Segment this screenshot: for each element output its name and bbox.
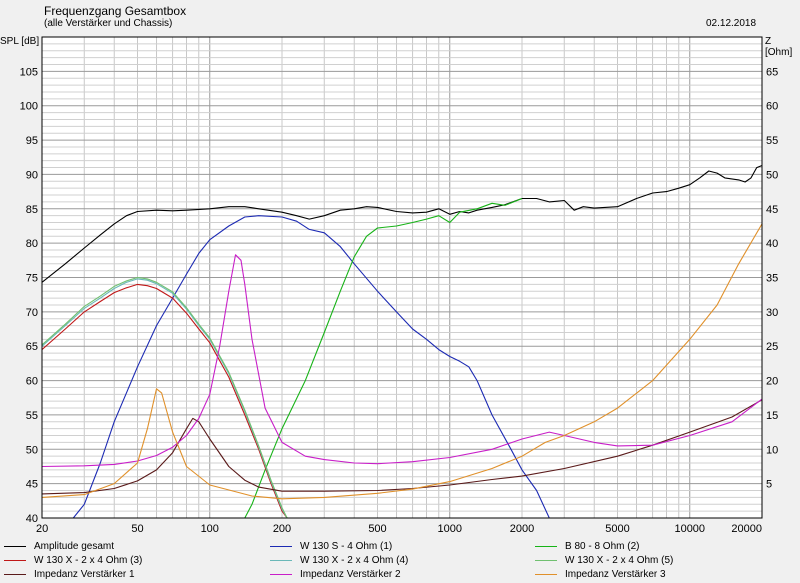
y-tick-label-right: 5 — [766, 479, 772, 491]
series-group — [42, 164, 762, 518]
legend-label: Impedanz Verstärker 1 — [34, 569, 135, 580]
x-tick-label: 200 — [273, 523, 291, 535]
chart-date: 02.12.2018 — [706, 18, 757, 29]
chart: 20 50 100 200 500 1000 2000 5000 10000 20000 40 45 5… — [20, 36, 779, 535]
legend-swatch — [270, 560, 292, 561]
y-tick-label-left: 105 — [20, 66, 38, 78]
y-axis-right-label: Z [Ohm] — [765, 36, 793, 58]
y-tick-label-left: 95 — [26, 135, 38, 147]
y-axis-left-label: SPL [dB] — [0, 36, 40, 47]
legend-item: W 130 X - 2 x 4 Ohm (4) — [270, 555, 408, 566]
legend-swatch — [4, 560, 26, 561]
legend-swatch — [535, 546, 557, 547]
legend-label: Amplitude gesamt — [34, 541, 115, 552]
x-tick-label: 10000 — [674, 523, 705, 535]
legend-swatch — [270, 546, 292, 547]
x-tick-label: 5000 — [605, 523, 629, 535]
series-line-7 — [42, 399, 762, 495]
y-tick-label-right: 45 — [766, 204, 778, 216]
y-tick-label-left: 100 — [20, 101, 38, 113]
chart-title: Frequenzgang Gesamtbox — [44, 4, 187, 18]
y-tick-label-right: 65 — [766, 66, 778, 78]
x-tick-label: 20000 — [731, 523, 762, 535]
legend-label: Impedanz Verstärker 2 — [300, 569, 401, 580]
legend-label: W 130 X - 2 x 4 Ohm (3) — [34, 555, 143, 566]
legend-label: W 130 X - 2 x 4 Ohm (5) — [565, 555, 674, 566]
series-line-4 — [42, 283, 288, 518]
legend: Amplitude gesamt W 130 S - 4 Ohm (1) B 80 … — [0, 538, 800, 583]
legend-swatch — [535, 574, 557, 575]
y-tick-label-left: 85 — [26, 204, 38, 216]
legend-item: W 130 X - 2 x 4 Ohm (5) — [535, 555, 673, 566]
y-tick-label-left: 80 — [26, 238, 38, 250]
plot-frame — [41, 36, 763, 519]
legend-item: B 80 - 8 Ohm (2) — [535, 541, 639, 552]
x-tick-label: 2000 — [510, 523, 534, 535]
legend-item: W 130 S - 4 Ohm (1) — [270, 541, 392, 552]
legend-swatch — [4, 546, 26, 547]
series-line-1 — [42, 164, 762, 283]
y-tick-label-right: 15 — [766, 410, 778, 422]
y-tick-label-left: 70 — [26, 307, 38, 319]
legend-item: Impedanz Verstärker 3 — [535, 569, 666, 580]
y-tick-label-left: 90 — [26, 169, 38, 181]
legend-swatch — [4, 574, 26, 575]
legend-label: B 80 - 8 Ohm (2) — [565, 541, 640, 552]
y-tick-label-right: 50 — [766, 169, 778, 181]
x-tick-label: 100 — [201, 523, 219, 535]
legend-swatch — [270, 574, 292, 575]
x-tick-label: 500 — [368, 523, 386, 535]
legend-item: Impedanz Verstärker 1 — [4, 569, 135, 580]
y-tick-label-right: 25 — [766, 341, 778, 353]
y-tick-label-right: 55 — [766, 135, 778, 147]
x-tick-label: 20 — [36, 523, 48, 535]
y-tick-label-left: 75 — [26, 273, 38, 285]
tick-labels: 20 50 100 200 500 1000 2000 5000 10000 20000 40 45 5… — [20, 66, 779, 535]
y-tick-label-left: 45 — [26, 479, 38, 491]
legend-label: W 130 X - 2 x 4 Ohm (4) — [300, 555, 409, 566]
y-tick-label-left: 65 — [26, 341, 38, 353]
y-tick-label-right: 20 — [766, 376, 778, 388]
y-tick-label-left: 55 — [26, 410, 38, 422]
series-line-3 — [244, 197, 523, 518]
legend-item: W 130 X - 2 x 4 Ohm (3) — [4, 555, 142, 566]
series-line-6 — [42, 276, 288, 518]
series-line-9 — [42, 223, 762, 500]
chart-subtitle: (alle Verstärker und Chassis) — [44, 18, 173, 29]
y-tick-label-right: 40 — [766, 238, 778, 250]
y-tick-label-right: 10 — [766, 444, 778, 456]
y-tick-label-right: 35 — [766, 273, 778, 285]
legend-label: W 130 S - 4 Ohm (1) — [300, 541, 393, 552]
y-tick-label-right: 30 — [766, 307, 778, 319]
legend-item: Amplitude gesamt — [4, 541, 114, 552]
legend-item: Impedanz Verstärker 2 — [270, 569, 401, 580]
y-tick-label-left: 40 — [26, 513, 38, 525]
x-tick-label: 1000 — [438, 523, 462, 535]
y-tick-label-left: 50 — [26, 444, 38, 456]
y-tick-label-right: 60 — [766, 101, 778, 113]
series-line-2 — [72, 215, 550, 518]
x-tick-label: 50 — [131, 523, 143, 535]
y-tick-label-left: 60 — [26, 376, 38, 388]
legend-label: Impedanz Verstärker 3 — [565, 569, 666, 580]
grid — [42, 37, 762, 518]
legend-swatch — [535, 560, 557, 561]
